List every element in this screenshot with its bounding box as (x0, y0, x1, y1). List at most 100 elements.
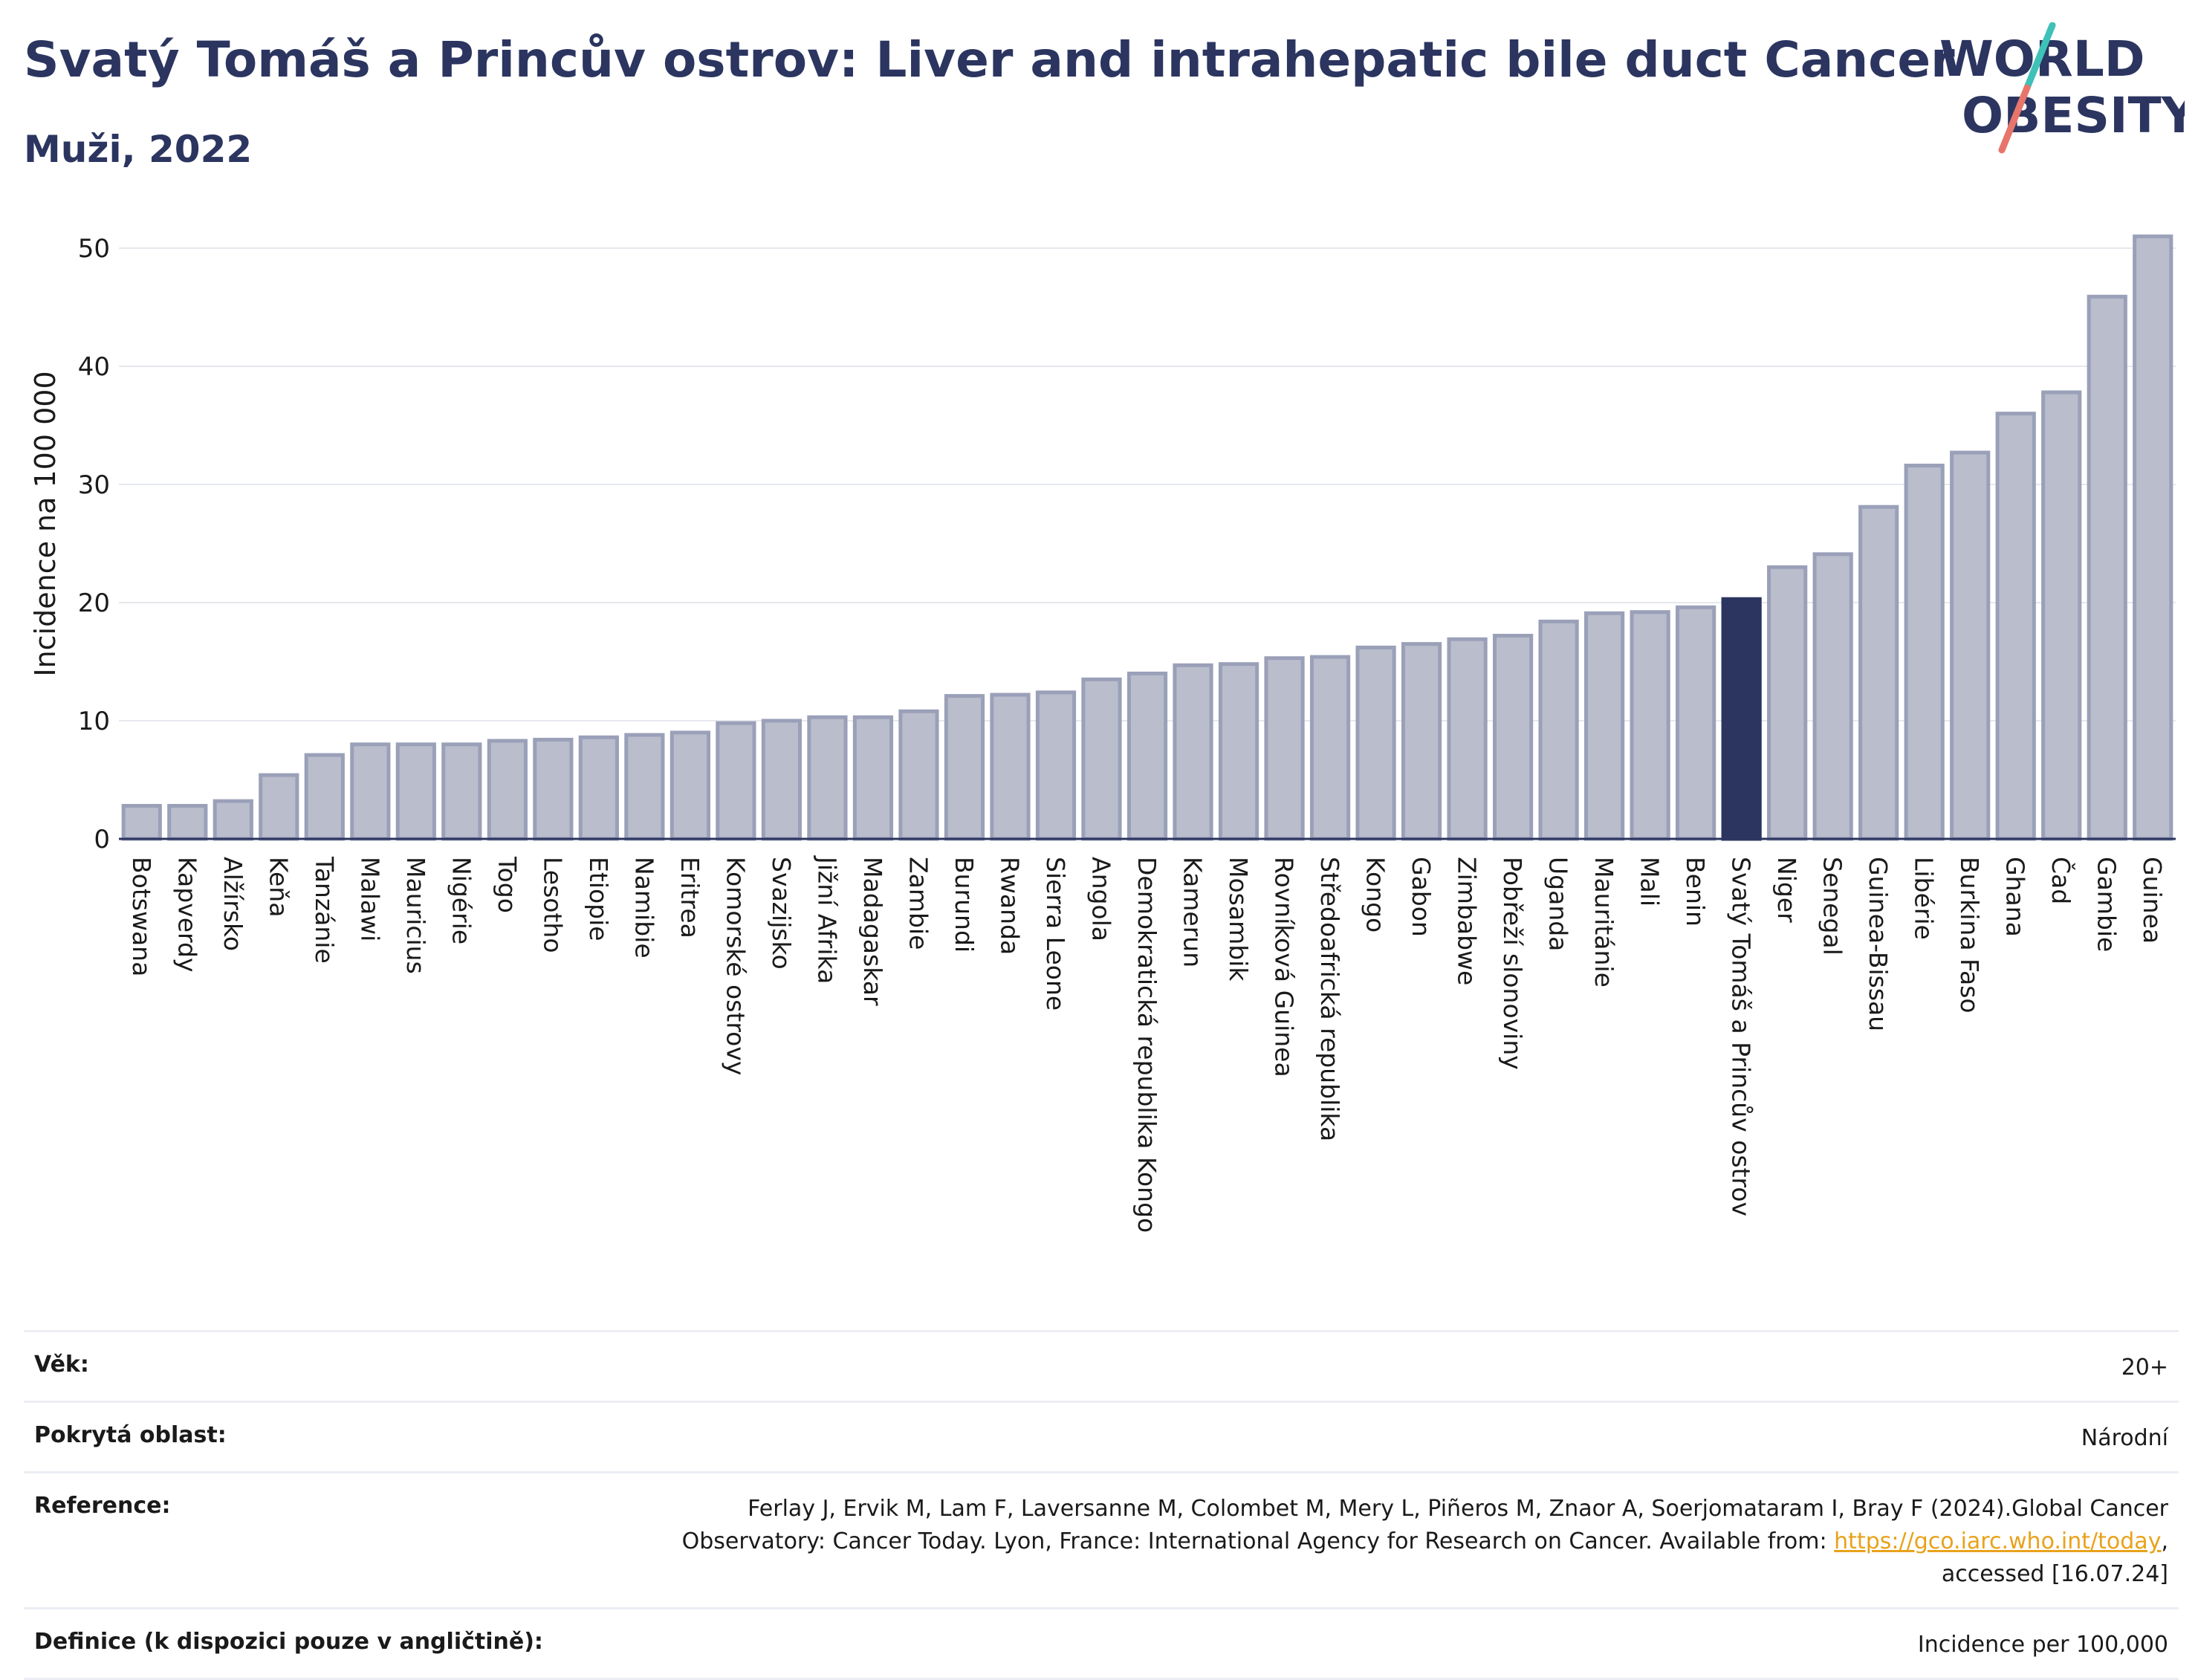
x-tick-label: Alžírsko (218, 857, 247, 951)
bars (121, 234, 2173, 841)
logo-slash-teal (2023, 22, 2056, 91)
bar (441, 742, 482, 841)
bar (1812, 552, 1853, 841)
bar (304, 753, 345, 841)
definition-value: Incidence per 100,000 (1917, 1632, 2168, 1658)
y-tick-label: 20 (78, 588, 110, 618)
y-tick-label: 40 (78, 352, 110, 382)
bar (1630, 610, 1670, 841)
x-tick-label: Benin (1681, 857, 1710, 927)
info-row-area: Pokrytá oblast: Národní (24, 1401, 2179, 1471)
x-tick-label: Lesotho (538, 857, 567, 953)
category-labels: Botswana Kapverdy Alžírsko Keňa Tanzánie Mala… (127, 855, 2167, 1233)
reference-link[interactable]: https://gco.iarc.who.int/today (1834, 1528, 2162, 1554)
bar (807, 715, 848, 841)
bar (1309, 655, 1351, 841)
x-tick-label: Nigérie (447, 857, 476, 944)
x-tick-label: Burkina Faso (1955, 857, 1984, 1013)
bar (213, 799, 253, 841)
bar (1904, 464, 1945, 841)
x-tick-label: Madagaskar (858, 857, 887, 1006)
bar (852, 715, 894, 841)
bar (761, 719, 803, 841)
x-tick-label: Libérie (1910, 857, 1939, 940)
logo-slash-coral (1998, 84, 2031, 154)
x-tick-label: Rwanda (995, 857, 1024, 955)
bar (1538, 619, 1579, 841)
x-tick-label: Středoafrická republika (1315, 857, 1344, 1141)
x-tick-label: Botswana (127, 857, 156, 976)
y-tick-label: 0 (94, 825, 110, 854)
x-tick-label: Senegal (1818, 857, 1847, 956)
area-label: Pokrytá oblast: (34, 1422, 227, 1448)
x-tick-label: Sierra Leone (1041, 857, 1070, 1011)
bar (1264, 656, 1305, 841)
bar (944, 694, 985, 841)
x-tick-label: Ghana (2001, 857, 2030, 937)
bar (1401, 642, 1442, 841)
x-tick-label: Mauricius (401, 857, 430, 974)
bar (167, 803, 208, 841)
bar (395, 742, 436, 841)
bar (121, 803, 162, 841)
x-tick-label: Tanzánie (310, 856, 339, 964)
y-tick-label: 50 (78, 234, 110, 264)
bar (2041, 390, 2082, 841)
age-label: Věk: (34, 1352, 89, 1378)
reference-value: Ferlay J, Ervik M, Lam F, Laversanne M, … (682, 1493, 2168, 1591)
bar (1355, 645, 1396, 841)
x-tick-label: Guinea-Bissau (1864, 857, 1893, 1031)
x-tick-label: Demokratická republika Kongo (1132, 857, 1161, 1233)
bar (624, 733, 665, 841)
chart-title: Svatý Tomáš a Princův ostrov: Liver and … (24, 31, 1955, 88)
chart-subtitle: Muži, 2022 (24, 128, 253, 171)
bar (1126, 671, 1168, 841)
x-tick-label: Gabon (1407, 857, 1436, 937)
bar (2087, 294, 2127, 841)
age-value: 20+ (2121, 1355, 2168, 1381)
info-row-definition: Definice (k dispozici pouze v angličtině… (24, 1607, 2179, 1680)
bar (1173, 663, 1213, 841)
axes: 0 10 20 30 40 50 (78, 234, 2176, 854)
x-tick-label: Mosambik (1224, 857, 1253, 982)
x-tick-label: Gambie (2092, 857, 2121, 952)
x-tick-label: Kongo (1361, 857, 1390, 933)
definition-label: Definice (k dispozici pouze v angličtině… (34, 1629, 543, 1655)
x-tick-label: Uganda (1544, 857, 1573, 951)
bar (487, 739, 528, 841)
x-tick-label: Eritrea (675, 857, 704, 938)
bar (1995, 412, 2036, 841)
reference-text-4: accessed [16.07.24] (1941, 1561, 2168, 1587)
x-tick-label: Burundi (950, 857, 979, 953)
bar (1447, 637, 1488, 841)
bar (578, 735, 619, 841)
bar (1721, 597, 1762, 841)
x-tick-label: Keňa (264, 857, 293, 917)
bar (1767, 565, 1808, 841)
y-tick-label: 30 (78, 470, 110, 500)
x-tick-label: Kamerun (1179, 857, 1207, 967)
reference-text-3: , (2161, 1528, 2168, 1554)
bar (1858, 505, 1899, 841)
x-tick-label: Malawi (355, 857, 384, 941)
x-tick-label: Togo (493, 856, 522, 913)
x-tick-label: Angola (1086, 857, 1115, 941)
x-tick-label: Rovníková Guinea (1270, 857, 1299, 1077)
x-tick-label: Namibie (629, 857, 658, 959)
bar (898, 709, 939, 841)
x-tick-label: Mali (1635, 857, 1664, 907)
x-tick-label: Guinea (2138, 857, 2167, 944)
info-row-age: Věk: 20+ (24, 1330, 2179, 1401)
bar (2133, 234, 2173, 841)
bar (259, 773, 299, 841)
y-tick-label: 10 (78, 707, 110, 736)
bar-chart: 0 10 20 30 40 50 Botswana Kapverdy Alžírsko Keňa… (29, 234, 2176, 1233)
world-obesity-logo: WORLD OBESITY (1939, 22, 2185, 154)
y-axis-label: Incidence na 100 000 (29, 371, 62, 676)
bar (350, 742, 391, 841)
bar (533, 737, 574, 841)
x-tick-label: Pobřeží slonoviny (1498, 857, 1527, 1070)
bar (1950, 450, 1991, 841)
x-tick-label: Zimbabwe (1453, 857, 1482, 985)
info-table: Věk: 20+ Pokrytá oblast: Národní Referen… (24, 1330, 2179, 1680)
